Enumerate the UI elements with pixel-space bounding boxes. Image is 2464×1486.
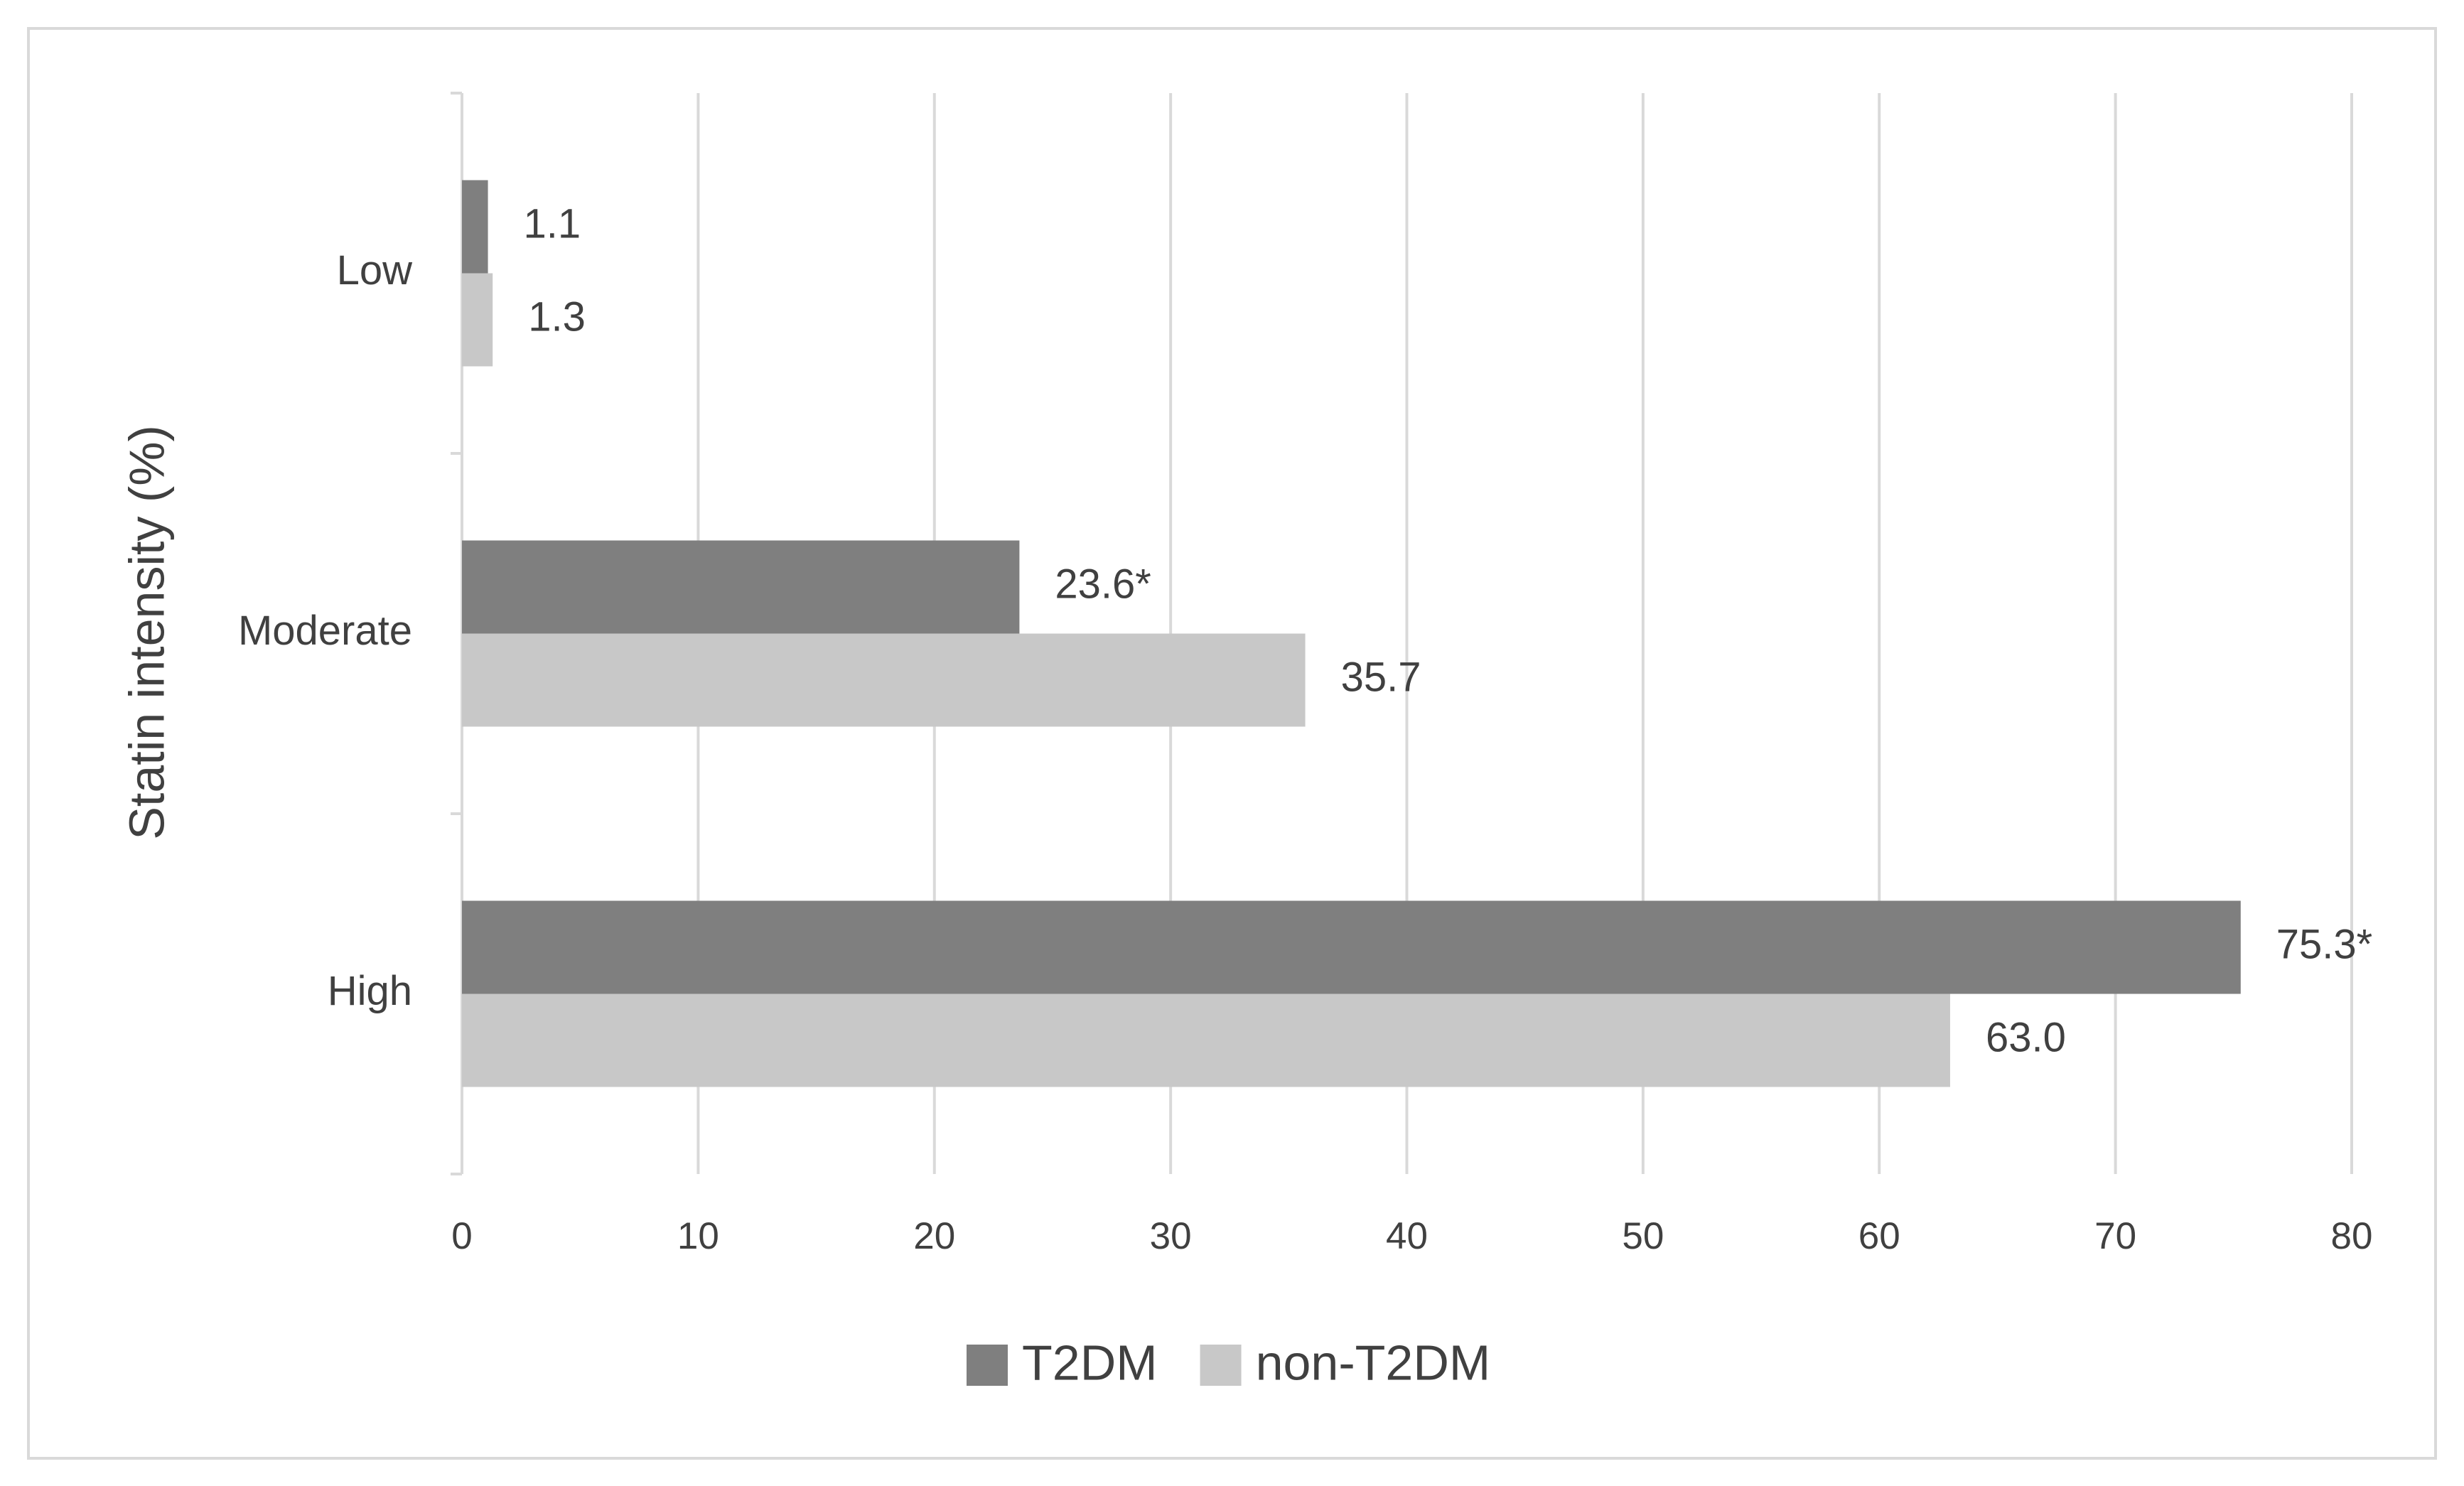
data-label: 23.6* [1055, 561, 1151, 607]
y-tick-label: Moderate [238, 608, 412, 654]
y-tick-label: Low [337, 247, 414, 294]
data-label: 63.0 [1986, 1014, 2066, 1060]
bar [462, 273, 493, 367]
data-label: 35.7 [1341, 654, 1421, 700]
y-axis-title: Statin intensity (%) [119, 425, 174, 840]
data-label: 75.3* [2276, 921, 2372, 967]
y-tick-label: High [328, 968, 412, 1014]
legend-label: T2DM [1022, 1335, 1158, 1390]
x-tick-label: 50 [1622, 1215, 1664, 1257]
chart-frame [27, 27, 2437, 1460]
legend-label: non-T2DM [1256, 1335, 1491, 1390]
x-tick-label: 20 [913, 1215, 955, 1257]
x-tick-label: 80 [2331, 1215, 2373, 1257]
x-tick-label: 70 [2094, 1215, 2136, 1257]
bar [462, 900, 2241, 994]
data-label: 1.1 [524, 200, 581, 247]
x-tick-label: 0 [451, 1215, 472, 1257]
bar [462, 540, 1020, 634]
x-tick-label: 60 [1858, 1215, 1900, 1257]
x-tick-label: 30 [1150, 1215, 1192, 1257]
legend-swatch [967, 1345, 1008, 1386]
x-tick-label: 40 [1386, 1215, 1428, 1257]
bar [462, 994, 1950, 1087]
bar [462, 180, 488, 274]
data-label: 1.3 [528, 294, 586, 340]
bar [462, 633, 1306, 727]
legend-swatch [1200, 1345, 1242, 1386]
x-tick-label: 10 [677, 1215, 719, 1257]
